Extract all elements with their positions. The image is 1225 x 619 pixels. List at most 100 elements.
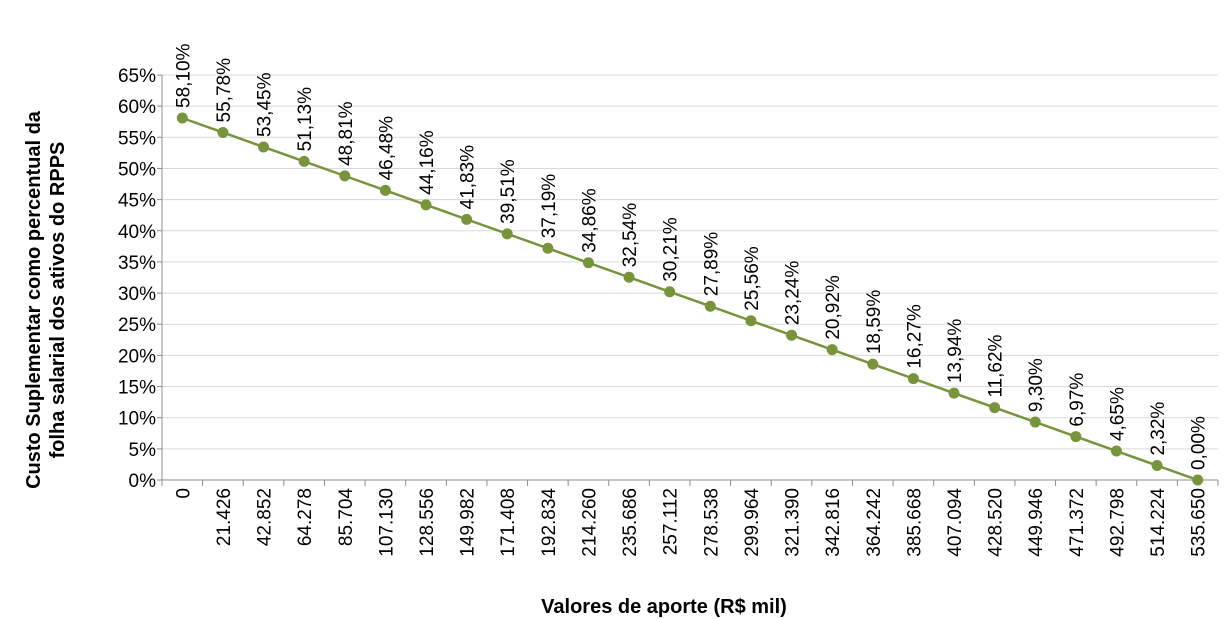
series-line <box>181 116 1199 482</box>
x-tick-label: 407.094 <box>945 488 966 557</box>
data-label: 25,56% <box>742 246 763 311</box>
data-point <box>704 300 716 312</box>
data-point <box>786 329 798 341</box>
data-point <box>217 126 229 138</box>
data-label: 41,83% <box>458 145 479 210</box>
data-point <box>623 271 635 283</box>
x-tick-label: 471.372 <box>1067 488 1088 557</box>
y-axis-title: Custo Suplementar como percentual da fol… <box>23 110 69 489</box>
data-point <box>867 358 879 370</box>
y-axis-title-line-1: Custo Suplementar como percentual da <box>23 110 45 489</box>
data-point <box>989 402 1001 414</box>
x-tick-label: 385.668 <box>904 488 925 557</box>
series-line-layer <box>176 112 1204 486</box>
y-axis-title-line-2: folha salarial dos ativos do RPPS <box>47 142 69 459</box>
data-label: 30,21% <box>661 217 682 282</box>
data-label: 51,13% <box>295 87 316 152</box>
data-point <box>339 170 351 182</box>
data-label: 13,94% <box>945 319 966 384</box>
x-tick-label: 342.816 <box>823 488 844 557</box>
data-point <box>1070 431 1082 443</box>
y-tick-label: 35% <box>118 253 156 274</box>
data-label: 44,16% <box>417 130 438 195</box>
data-point <box>461 213 473 225</box>
data-point <box>501 228 513 240</box>
data-label: 16,27% <box>904 304 925 369</box>
gridlines <box>162 74 1218 450</box>
x-tick-label: 299.964 <box>742 488 763 557</box>
x-tick-label: 171.408 <box>498 488 519 557</box>
data-point <box>1192 474 1204 486</box>
data-label: 39,51% <box>498 159 519 224</box>
data-point <box>379 184 391 196</box>
data-label: 37,19% <box>539 174 560 239</box>
data-label: 18,59% <box>864 290 885 355</box>
data-label: 20,92% <box>823 275 844 340</box>
x-tick-label: 42.852 <box>255 488 276 546</box>
data-label: 58,10% <box>173 43 194 108</box>
x-tick-label: 235.686 <box>620 488 641 557</box>
data-label: 53,45% <box>255 72 276 137</box>
data-point <box>1029 416 1041 428</box>
data-point <box>176 112 188 124</box>
y-tick-labels: 0% 5% 10% 15% 20% 25% 30% 35% 40% 45% 50% 55% 60% 65% <box>118 66 156 492</box>
x-axis-title: Valores de aporte (R$ mil) <box>541 596 787 618</box>
data-point <box>826 344 838 356</box>
y-tick-label: 20% <box>118 346 156 367</box>
y-tick-label: 15% <box>118 378 156 399</box>
data-label: 11,62% <box>986 334 1007 397</box>
y-tick-label: 10% <box>118 409 156 430</box>
data-point <box>258 141 270 153</box>
x-tick-label: 257.112 <box>661 488 682 555</box>
data-point <box>298 155 310 167</box>
data-label: 34,86% <box>579 188 600 253</box>
x-tick-label: 214.260 <box>579 488 600 557</box>
y-tick-label: 65% <box>118 66 156 87</box>
x-tick-label: 321.390 <box>783 488 804 557</box>
data-labels: 58,10% 55,78% 53,45% 51,13% 48,81% 46,48% 44,1… <box>173 43 1209 470</box>
data-label: 2,32% <box>1148 402 1169 456</box>
x-tick-label: 449.946 <box>1026 488 1047 557</box>
data-point <box>1151 460 1163 472</box>
x-tick-label: 192.834 <box>539 488 560 557</box>
y-tick-label: 30% <box>118 284 156 305</box>
x-tick-labels: 0 21.426 42.852 64.278 85.704 107.130 128.556 1… <box>173 488 1209 557</box>
x-tick-label: 535.650 <box>1189 488 1210 557</box>
x-tick-label: 364.242 <box>864 488 885 557</box>
x-tick-label: 85.704 <box>336 488 357 547</box>
y-tick-label: 45% <box>118 191 156 212</box>
data-label: 6,97% <box>1067 373 1088 427</box>
x-tick-label: 21.426 <box>214 488 235 546</box>
x-tick-label: 278.538 <box>701 488 722 557</box>
data-label: 27,89% <box>701 232 722 297</box>
data-label: 4,65% <box>1107 387 1128 441</box>
data-point <box>664 286 676 298</box>
data-label: 0,00% <box>1189 416 1210 470</box>
y-tick-label: 40% <box>118 222 156 243</box>
data-point <box>582 257 594 269</box>
x-tick-label: 64.278 <box>295 488 316 546</box>
y-tick-label: 25% <box>118 315 156 336</box>
data-point <box>542 242 554 254</box>
data-label: 23,24% <box>783 261 804 326</box>
x-tick-label: 428.520 <box>986 488 1007 557</box>
axes <box>157 74 1219 486</box>
x-tick-label: 107.130 <box>376 488 397 557</box>
data-label: 32,54% <box>620 203 641 268</box>
x-tick-label: 514.224 <box>1148 488 1169 557</box>
data-point <box>745 315 757 327</box>
data-label: 46,48% <box>376 116 397 181</box>
y-tick-label: 50% <box>118 159 156 180</box>
x-tick-label: 128.556 <box>417 488 438 557</box>
data-label: 9,30% <box>1026 358 1047 412</box>
y-tick-label: 55% <box>118 128 156 149</box>
data-label: 48,81% <box>336 101 357 166</box>
y-tick-label: 60% <box>118 97 156 118</box>
x-tick-label: 492.798 <box>1107 488 1128 557</box>
y-tick-label: 0% <box>129 471 157 492</box>
data-label: 55,78% <box>214 58 235 123</box>
x-tick-label: 149.982 <box>458 488 479 557</box>
data-point <box>420 199 432 211</box>
data-point <box>907 373 919 385</box>
